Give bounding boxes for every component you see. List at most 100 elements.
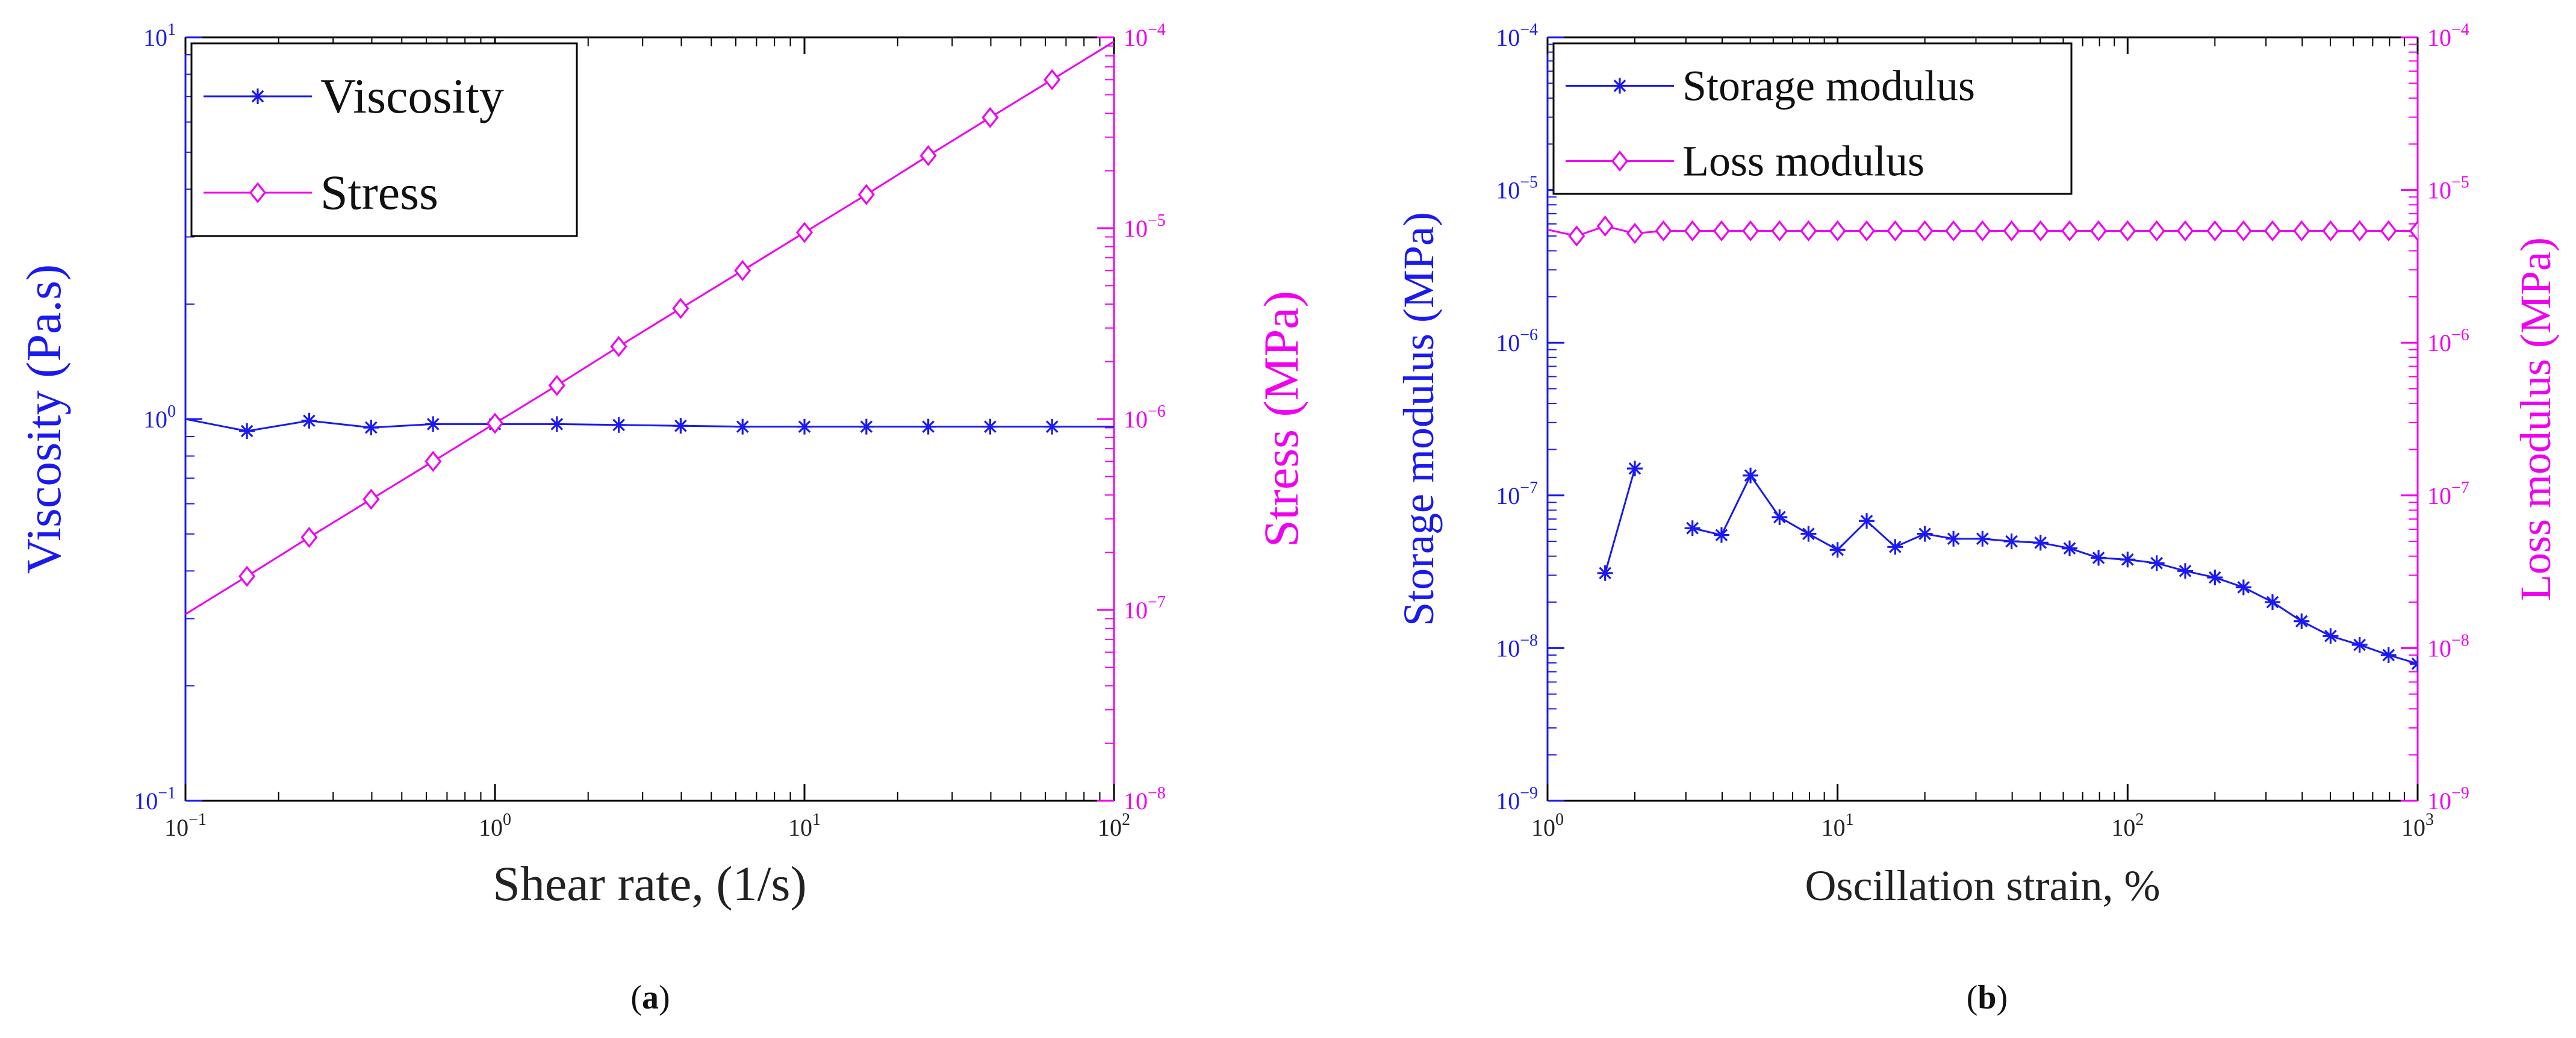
y-tick-label-right-exponent: −8 [1148,784,1166,803]
y-tick-label-right-base: 10 [2427,482,2451,509]
data-point [1626,223,1644,244]
series-line [1604,468,1636,574]
y-tick-label-right-exponent: −9 [2451,784,2469,803]
x-tick-label-base: 10 [479,814,503,841]
y-tick-label-right-base: 10 [1124,24,1148,51]
data-point [2032,220,2049,242]
data-point-stroke [303,414,316,427]
data-point [2235,579,2251,595]
data-point [610,335,627,358]
x-tick-label-exponent: 0 [1555,810,1564,829]
y-tick-label-left-base: 10 [1496,635,1520,662]
data-point [1684,220,1701,242]
data-point-stroke [426,418,440,430]
data-point [239,423,255,439]
y-tick-label-left-base: 10 [1496,177,1520,204]
data-point [1772,509,1788,525]
data-point [1800,526,1817,542]
x-tick-label-base: 10 [1822,814,1846,841]
x-tick-label: 101 [788,810,821,841]
y-tick-label-right-exponent: −5 [2451,173,2469,192]
data-point [2380,220,2397,242]
y-tick-label-right-base: 10 [2427,635,2451,662]
caption-paren-close: ) [659,979,670,1016]
y-tick-label-left: 100 [143,402,176,433]
y-tick-label-right: 10−5 [1124,211,1166,242]
data-point-stroke [922,420,935,434]
y-tick-label-right-base: 10 [2427,177,2451,204]
y-tick-label-left-base: 10 [143,406,167,433]
y-tick-label-right-exponent: −8 [2451,631,2469,650]
data-point-stroke [1947,532,1960,545]
data-point [2410,656,2418,672]
series-line [1692,473,2418,665]
legend: Storage modulus Loss modulus [1552,42,2073,195]
legend-box [190,42,578,237]
x-axis-label: Oscillation strain, % [1805,862,2161,910]
panel-caption: (b) [1967,979,2008,1016]
data-point [2294,613,2310,629]
data-point [1946,530,1962,547]
data-point [2235,220,2252,242]
data-point-stroke [1715,529,1728,541]
data-point [611,417,627,433]
data-point-stroke [2266,595,2279,609]
legend-box [1552,42,2073,195]
y-tick-label-right: 10−7 [1124,593,1166,624]
y-tick-label-right: 10−6 [1124,402,1166,433]
data-point-stroke [2411,657,2418,665]
legend-entry: Stress [320,165,438,220]
data-point-stroke [1860,514,1873,527]
data-point [2177,563,2194,579]
data-point [1044,418,1060,435]
series-loss-modulus [1548,216,2418,247]
caption-paren-open: ( [630,979,642,1016]
data-point [1568,225,1585,247]
data-point [982,418,998,435]
data-point [2061,220,2079,242]
data-point [2351,220,2368,242]
data-point [1596,216,1614,237]
data-point [1974,530,1991,547]
y-tick-label-right: 10−6 [2427,326,2469,356]
data-point [2207,570,2223,586]
data-point-stroke [2237,581,2250,594]
legend: Viscosity Stress [190,42,578,237]
data-point [1743,467,1759,483]
data-point [1829,220,1846,242]
panel-b: 100 101 102 10310−910−810−710−610−510−410−9… [1395,20,2560,1016]
y-tick-label-right-exponent: −5 [1148,211,1166,230]
y-tick-label-right-base: 10 [1124,597,1148,624]
x-tick-label-base: 10 [164,814,188,841]
y-tick-label-right: 10−9 [2427,784,2469,815]
data-point [1974,220,1991,242]
data-point [238,565,256,587]
data-point [1597,565,1613,581]
data-point [1800,220,1817,242]
y-tick-label-left-base: 10 [1496,24,1520,51]
x-tick-label: 102 [2111,810,2144,841]
x-tick-label: 103 [2401,810,2434,841]
y-tick-label-right-base: 10 [2427,24,2451,51]
y-tick-label-right: 10−5 [2427,173,2469,204]
caption-letter: b [1977,979,1996,1016]
data-point [2206,220,2224,242]
data-point [363,420,379,436]
y-tick-label-left-exponent: −7 [1520,479,1538,497]
y-axis-label-left: Viscosity (Pa.s) [16,264,71,574]
x-tick-label-base: 10 [1531,814,1555,841]
legend-swatch-marker [1612,78,1628,94]
y-tick-label-right: 10−8 [1124,784,1166,815]
x-tick-label-exponent: −1 [188,810,207,829]
data-point [2090,220,2108,242]
data-point [797,418,812,435]
x-tick-label-exponent: 0 [503,810,511,829]
data-point [300,526,318,549]
y-tick-label-left-base: 10 [1496,482,1520,509]
x-tick-label-exponent: 2 [1122,810,1130,829]
y-tick-label-left: 10−6 [1496,326,1538,356]
data-point [919,145,937,167]
x-tick-label: 100 [479,810,511,841]
data-point [362,488,380,510]
